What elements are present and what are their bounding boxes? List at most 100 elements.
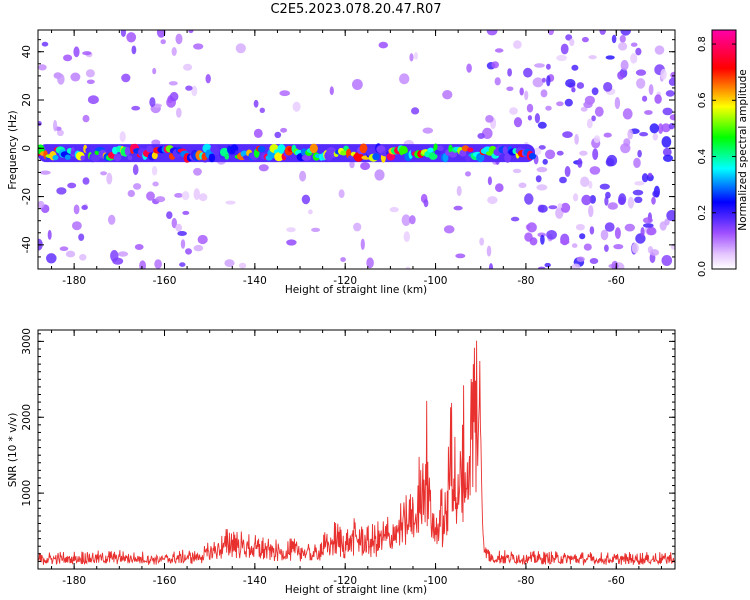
spectrogram-frame — [37, 29, 676, 270]
heatmap-cell — [617, 71, 625, 80]
heatmap-cell — [649, 123, 659, 134]
heatmap-cell — [67, 182, 77, 189]
heatmap-cell — [604, 196, 609, 206]
heatmap-cell — [87, 95, 99, 105]
heatmap-cell — [329, 86, 334, 96]
heatmap-cell — [185, 248, 192, 255]
heatmap-cell — [182, 210, 190, 215]
x-tick-label: -60 — [608, 275, 625, 287]
heatmap-cell — [258, 164, 269, 172]
heatmap-cell — [156, 30, 166, 38]
heatmap-cell — [259, 107, 265, 114]
heatmap-cell — [571, 243, 578, 248]
heatmap-cell — [491, 61, 500, 69]
heatmap-cell — [85, 69, 95, 78]
heatmap-cell — [428, 152, 438, 160]
heatmap-cell — [422, 127, 433, 134]
heatmap-cell — [504, 153, 511, 163]
heatmap-cell — [311, 227, 321, 232]
heatmap-cell — [540, 89, 548, 98]
heatmap-cell — [59, 246, 69, 251]
heatmap-cell — [604, 222, 615, 232]
heatmap-cell — [117, 251, 129, 257]
heatmap-cell — [571, 263, 581, 269]
heatmap-cell — [353, 222, 362, 232]
heatmap-cell — [300, 148, 307, 157]
heatmap-cell — [524, 193, 534, 205]
x-tick-label: -180 — [62, 275, 86, 287]
y-tick-label: 3000 — [21, 328, 33, 355]
heatmap-cell — [620, 30, 631, 36]
heatmap-cell — [605, 55, 615, 60]
heatmap-cell — [174, 193, 184, 198]
heatmap-cell — [600, 229, 609, 241]
heatmap-cell — [532, 77, 544, 88]
heatmap-cell — [538, 145, 546, 150]
heatmap-cell — [662, 107, 673, 116]
heatmap-cell — [556, 54, 567, 62]
heatmap-cell — [533, 147, 542, 156]
heatmap-cell — [139, 260, 146, 269]
heatmap-cell — [110, 250, 119, 262]
heatmap-cell — [235, 43, 246, 54]
heatmap-cell — [151, 165, 158, 176]
heatmap-cell — [661, 136, 672, 148]
heatmap-cell — [151, 152, 158, 160]
heatmap-cell — [90, 153, 100, 162]
snr-x-label: Height of straight line (km) — [285, 584, 427, 596]
heatmap-cell — [641, 173, 649, 183]
heatmap-cell — [132, 164, 139, 176]
heatmap-cell — [652, 190, 660, 198]
heatmap-cell — [119, 131, 126, 143]
heatmap-cell — [495, 183, 504, 193]
heatmap-cell — [599, 183, 610, 190]
heatmap-cell — [160, 39, 166, 45]
heatmap-cell — [443, 225, 455, 234]
colorbar-tick-label: 0.6 — [697, 92, 708, 108]
heatmap-cell — [603, 132, 612, 138]
heatmap-cell — [624, 223, 635, 232]
heatmap-cell — [183, 63, 193, 71]
heatmap-cell — [573, 193, 579, 202]
heatmap-cell — [593, 135, 601, 144]
heatmap-cell — [65, 250, 76, 258]
heatmap-cell — [512, 168, 522, 174]
heatmap-cell — [193, 244, 204, 252]
heatmap-cell — [175, 223, 182, 232]
heatmap-cell — [599, 30, 606, 35]
heatmap-cell — [526, 222, 537, 233]
heatmap-cell — [666, 210, 675, 221]
heatmap-cell — [277, 144, 286, 154]
heatmap-cell — [301, 154, 312, 161]
heatmap-cell — [488, 263, 494, 269]
heatmap-cell — [41, 41, 49, 47]
heatmap-cell — [39, 170, 51, 175]
heatmap-cell — [353, 152, 364, 162]
heatmap-cell — [631, 242, 639, 254]
heatmap-cell — [577, 158, 583, 168]
heatmap-cell — [534, 113, 541, 124]
spectrogram-plot: -180 -160 -140 -120 -100 -80 -60 -40 -20 0 20 40 H… — [7, 29, 676, 296]
heatmap-cell — [411, 107, 420, 115]
heatmap-cell — [564, 98, 573, 107]
heatmap-cell — [614, 97, 621, 109]
heatmap-cell — [171, 47, 177, 56]
heatmap-cell — [586, 118, 593, 129]
heatmap-cell — [494, 48, 504, 53]
x-tick-label: -120 — [333, 275, 357, 287]
spectrogram-x-axis: -180 -160 -140 -120 -100 -80 -60 — [51, 30, 662, 287]
snr-y-label: SNR (10 * v/v) — [7, 413, 19, 488]
heatmap-cell — [557, 203, 563, 209]
heatmap-cell — [448, 144, 453, 153]
heatmap-cell — [238, 262, 247, 269]
heatmap-cell — [126, 32, 137, 43]
heatmap-cell — [630, 53, 638, 64]
snr-line — [38, 340, 675, 566]
heatmap-cell — [366, 257, 374, 269]
heatmap-cell — [646, 227, 657, 236]
x-tick-label: -140 — [243, 275, 267, 287]
heatmap-cell — [589, 226, 595, 235]
spectrogram-x-label: Height of straight line (km) — [285, 284, 427, 296]
heatmap-cell — [581, 194, 592, 206]
heatmap-cell — [168, 81, 178, 86]
